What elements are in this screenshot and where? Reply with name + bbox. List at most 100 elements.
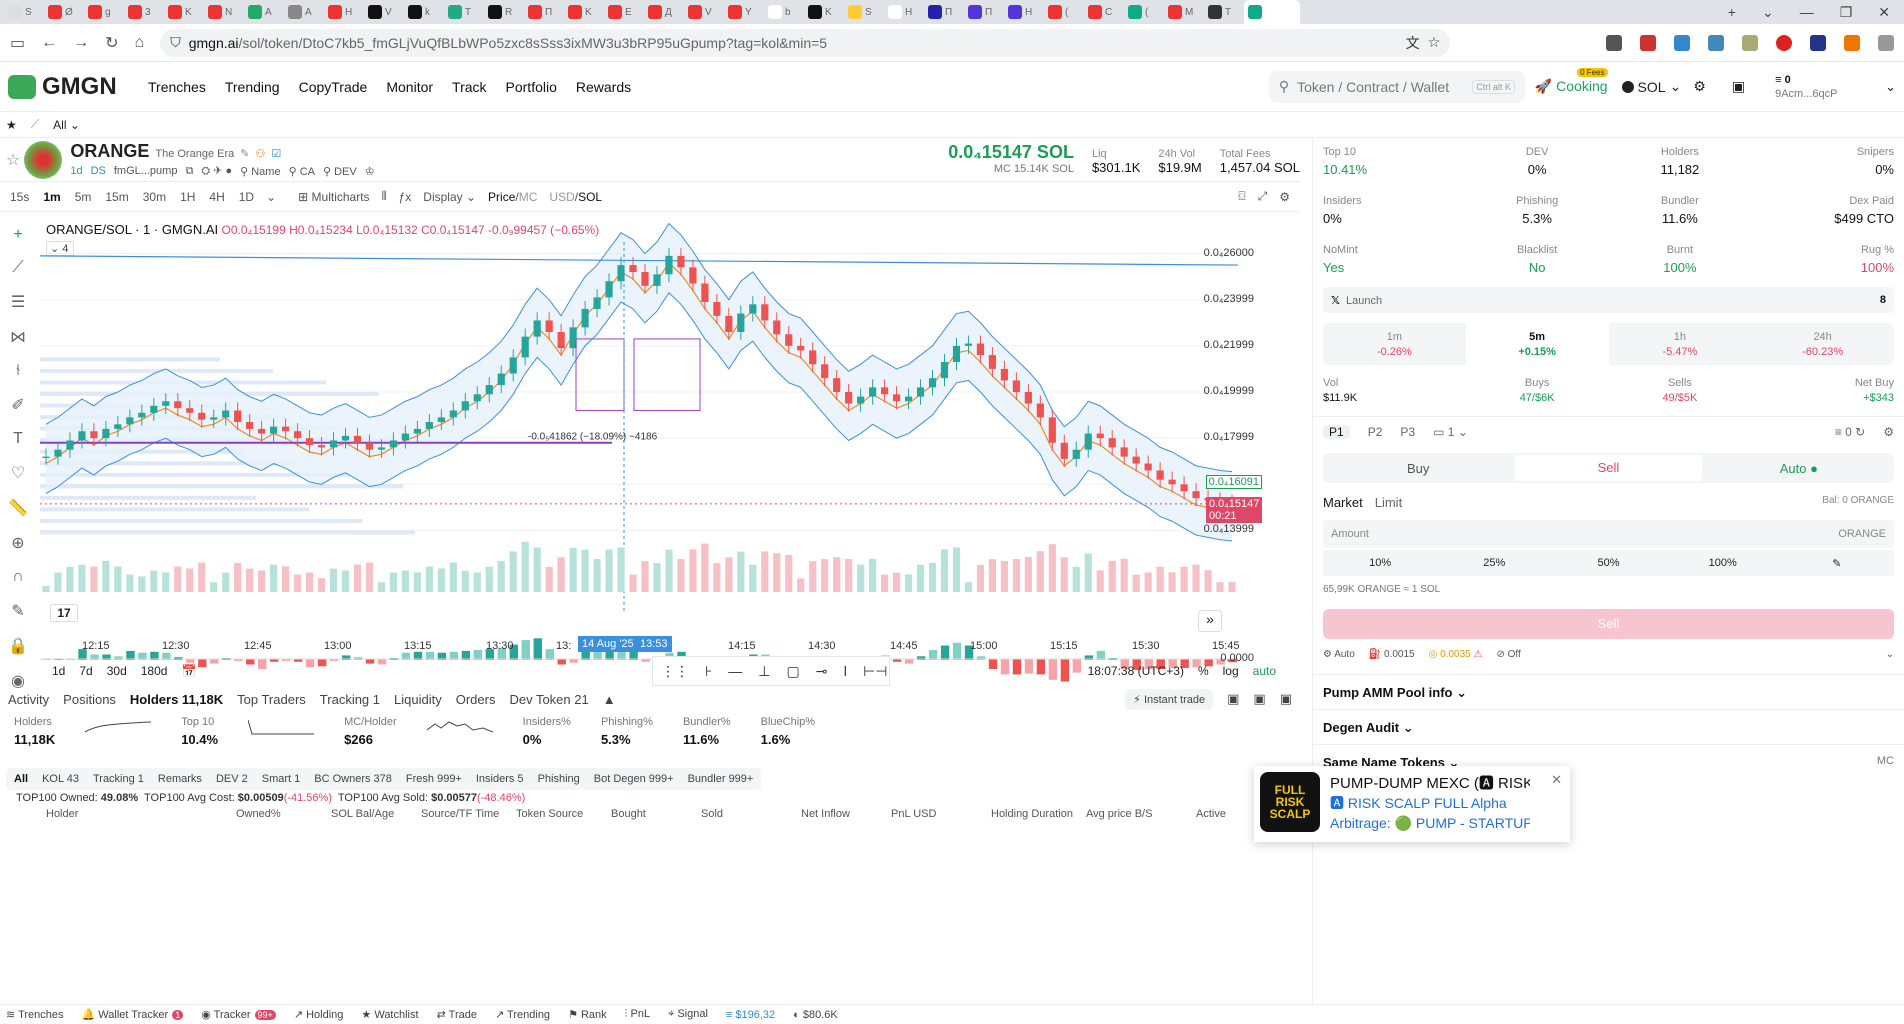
- camera-icon[interactable]: ⌼: [1238, 189, 1246, 203]
- range-1d[interactable]: 1d: [52, 664, 66, 678]
- timeframe-24h[interactable]: 24h -60.23%: [1751, 323, 1894, 365]
- browser-tab[interactable]: S: [844, 2, 884, 22]
- trendline-icon[interactable]: ⟋: [12, 259, 24, 276]
- share-icon[interactable]: ▣: [1227, 691, 1240, 706]
- candle-type-icon[interactable]: ⫴: [381, 189, 387, 203]
- browser-tab[interactable]: (: [1124, 2, 1164, 22]
- browser-tab[interactable]: П: [964, 2, 1004, 22]
- nav-item-monitor[interactable]: Monitor: [386, 78, 434, 95]
- footer-signal[interactable]: ⌖ Signal: [668, 1008, 708, 1021]
- browser-tab[interactable]: (: [1044, 2, 1084, 22]
- edit-icon[interactable]: ✎: [240, 148, 250, 160]
- filter-all[interactable]: All: [14, 773, 29, 785]
- interval-4H[interactable]: 4H: [209, 189, 225, 204]
- bookmark-star-icon[interactable]: ☆: [1427, 34, 1441, 50]
- favorite-star-icon[interactable]: ☆: [6, 151, 21, 169]
- nav-item-rewards[interactable]: Rewards: [575, 78, 632, 95]
- column-header[interactable]: Sold: [701, 808, 724, 820]
- interval-15s[interactable]: 15s: [10, 189, 30, 204]
- nav-item-portfolio[interactable]: Portfolio: [505, 78, 557, 95]
- logo[interactable]: GMGN: [8, 73, 148, 101]
- browser-tab[interactable]: T: [444, 2, 484, 22]
- extension-icon[interactable]: [1640, 34, 1656, 51]
- browser-tab[interactable]: T: [1204, 2, 1244, 22]
- back-icon[interactable]: ←: [41, 33, 58, 51]
- chain-selector[interactable]: SOL ⌄: [1621, 78, 1681, 95]
- percent-25[interactable]: 25%: [1483, 557, 1506, 569]
- edit-icon[interactable]: ✎: [1832, 557, 1842, 570]
- extension-icon[interactable]: [1878, 34, 1894, 51]
- tab-activity[interactable]: Activity: [8, 691, 50, 707]
- settings-icon[interactable]: ⚙: [1693, 78, 1706, 94]
- filter-select[interactable]: All ⌄: [53, 117, 80, 132]
- scale-percent[interactable]: %: [1197, 664, 1209, 678]
- chart-settings-icon[interactable]: ⚙: [1279, 189, 1290, 204]
- range-30d[interactable]: 30d: [106, 664, 127, 678]
- window-control-icon[interactable]: ❐: [1839, 3, 1853, 20]
- interval-1D[interactable]: 1D: [238, 189, 255, 204]
- link-icons[interactable]: ⛭ ✈ ●: [201, 165, 233, 177]
- percent-10[interactable]: 10%: [1369, 557, 1392, 569]
- browser-tab[interactable]: A: [244, 2, 284, 22]
- eye-icon[interactable]: ◉: [11, 673, 25, 690]
- dev-search-link[interactable]: ⚲ DEV: [322, 165, 357, 178]
- browser-tab[interactable]: R: [484, 2, 524, 22]
- browser-tab[interactable]: H: [324, 2, 364, 22]
- chevron-down-icon[interactable]: ⌄: [1885, 78, 1896, 94]
- sidebar-toggle-icon[interactable]: ▭: [10, 34, 26, 52]
- browser-tab[interactable]: K: [164, 2, 204, 22]
- window-control-icon[interactable]: —: [1799, 3, 1814, 20]
- browser-tab[interactable]: g: [84, 2, 124, 22]
- filter-smart[interactable]: Smart 1: [261, 773, 301, 785]
- interval-30m[interactable]: 30m: [142, 189, 167, 204]
- adblock-icon[interactable]: [1776, 34, 1792, 51]
- search-input[interactable]: ⚲ Token / Contract / Wallet Ctrl alt K: [1268, 70, 1525, 103]
- footer-wallet-tracker[interactable]: 🔔 Wallet Tracker 1: [82, 1008, 184, 1021]
- interval-1m[interactable]: 1m: [43, 189, 61, 204]
- footer-pnl[interactable]: ⫶ PnL: [625, 1008, 650, 1021]
- footer-trenches[interactable]: ≋ Trenches: [6, 1008, 64, 1021]
- multicharts-button[interactable]: ⊞ Multicharts: [298, 189, 370, 204]
- tab-top[interactable]: Top Traders: [237, 691, 306, 707]
- browser-tab[interactable]: K: [804, 2, 844, 22]
- chevron-down-icon[interactable]: ⌄: [266, 189, 277, 204]
- tab-dev[interactable]: Dev Token 21: [509, 691, 589, 707]
- limit-tab[interactable]: Limit: [1374, 495, 1403, 510]
- extension-icon[interactable]: [1844, 34, 1860, 51]
- filter-fresh[interactable]: Fresh 999+: [405, 773, 462, 785]
- browser-tab[interactable]: K: [564, 2, 604, 22]
- browser-tab[interactable]: k: [404, 2, 444, 22]
- browser-tab[interactable]: Ø: [44, 2, 84, 22]
- footer-holding[interactable]: ↗ Holding: [294, 1008, 344, 1021]
- footer-trade[interactable]: ⇄ Trade: [437, 1008, 477, 1021]
- preset-p1[interactable]: P1: [1323, 425, 1350, 439]
- calendar-icon[interactable]: 📅: [181, 664, 197, 678]
- tab-orders[interactable]: Orders: [455, 691, 496, 707]
- price-chart[interactable]: + ⟋ ☰ ⋈ ⫮ ✐ T ♡ 📏 ⊕ ∩ ✎ 🔒 ◉ ORANGE/SOL ·…: [0, 212, 1300, 690]
- lock-icon[interactable]: 🔒: [8, 638, 28, 655]
- browser-tab[interactable]: A: [284, 2, 324, 22]
- percent-100[interactable]: 100%: [1708, 557, 1737, 569]
- scale-log[interactable]: log: [1222, 664, 1239, 678]
- layout-icon[interactable]: ▣: [1253, 691, 1266, 706]
- timeframe-1h[interactable]: 1h -5.47%: [1609, 323, 1752, 365]
- footer-balance-total[interactable]: ◐ $80.6K: [793, 1009, 838, 1021]
- filter-dev[interactable]: DEV 2: [215, 773, 248, 785]
- filter-phishing[interactable]: Phishing: [537, 773, 580, 785]
- browser-tab[interactable]: [1244, 0, 1300, 24]
- chevron-down-icon[interactable]: ⌄: [1885, 649, 1894, 660]
- auto-option[interactable]: ⚙ Auto: [1323, 649, 1355, 660]
- amount-input[interactable]: Amount ORANGE: [1323, 520, 1894, 548]
- ca-search-link[interactable]: ⚲ CA: [288, 165, 315, 178]
- section-pump-amm-pool-info[interactable]: Pump AMM Pool info ⌄: [1313, 674, 1904, 709]
- nav-item-copytrade[interactable]: CopyTrade: [298, 78, 368, 95]
- forward-icon[interactable]: →: [73, 33, 90, 51]
- pattern-icon[interactable]: ⋈: [10, 329, 26, 346]
- tab-positions[interactable]: Positions: [63, 691, 116, 707]
- brush-icon[interactable]: ✐: [11, 397, 25, 414]
- dexscreener-link[interactable]: DS: [90, 165, 106, 177]
- tip-option[interactable]: ◎ 0.0035 ⚠: [1428, 649, 1483, 660]
- zoom-icon[interactable]: ⊕: [11, 535, 25, 552]
- name-search-link[interactable]: ⚲ Name: [240, 165, 281, 178]
- crosshair-icon[interactable]: +: [13, 226, 23, 243]
